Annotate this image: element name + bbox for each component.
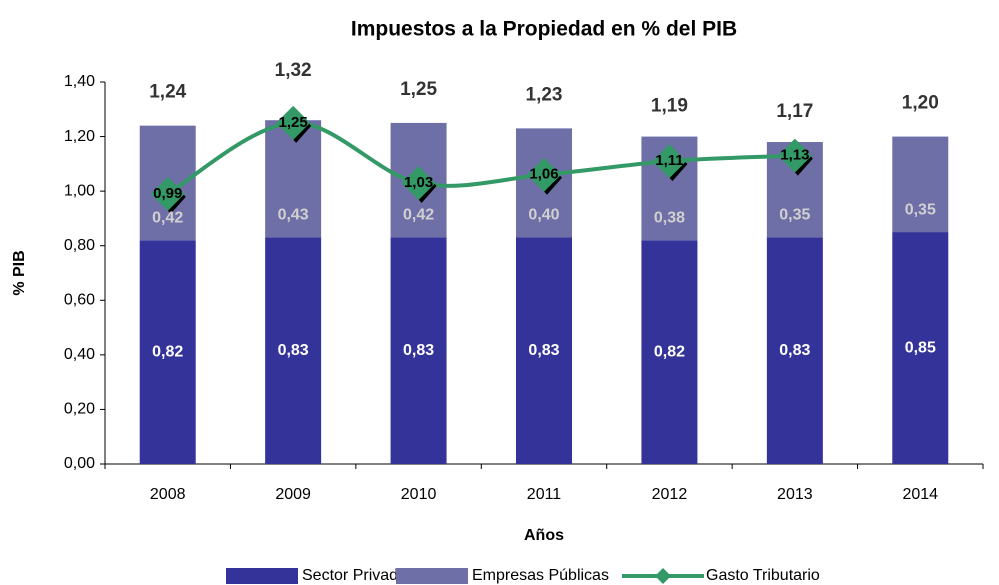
total-label: 1,20 xyxy=(902,93,939,114)
bar xyxy=(516,237,572,464)
total-label: 1,23 xyxy=(526,84,563,105)
data-label: 0,42 xyxy=(152,209,183,226)
total-label: 1,32 xyxy=(275,60,312,81)
data-label: 0,85 xyxy=(905,339,936,356)
x-tick-label: 2014 xyxy=(902,486,938,503)
x-tick-label: 2009 xyxy=(275,486,311,503)
line xyxy=(166,120,795,196)
data-label: 0,43 xyxy=(278,207,309,224)
x-tick-label: 2012 xyxy=(652,486,688,503)
data-label: 0,38 xyxy=(654,209,685,226)
line-label: 1,13 xyxy=(780,147,809,164)
total-label: 1,17 xyxy=(776,101,813,122)
y-tick-label: 0,80 xyxy=(64,237,95,254)
bar xyxy=(892,232,949,464)
y-tick-label: 1,20 xyxy=(64,128,95,145)
data-label: 0,82 xyxy=(152,343,183,360)
line-label: 0,99 xyxy=(153,185,182,202)
data-label: 0,83 xyxy=(528,342,559,359)
legend-marker xyxy=(655,568,671,584)
bar xyxy=(265,237,322,464)
legend-swatch xyxy=(226,568,298,584)
legend-label: Sector Privado xyxy=(302,567,407,584)
y-tick-label: 0,40 xyxy=(64,346,95,363)
bar xyxy=(390,237,447,464)
bar xyxy=(139,240,196,464)
total-label: 1,19 xyxy=(651,95,688,116)
data-label: 0,83 xyxy=(278,342,309,359)
marker xyxy=(150,176,185,211)
line-label: 1,11 xyxy=(655,152,683,169)
data-label: 0,42 xyxy=(403,207,434,224)
data-label: 0,35 xyxy=(779,207,810,224)
x-axis-label: Años xyxy=(524,527,564,544)
legend-label: Gasto Tributario xyxy=(706,567,820,584)
y-tick-label: 0,20 xyxy=(64,401,95,418)
marker xyxy=(777,138,812,173)
data-label: 0,83 xyxy=(779,342,810,359)
x-tick-label: 2011 xyxy=(527,486,562,503)
x-tick-label: 2008 xyxy=(150,486,186,503)
chart-title: Impuestos a la Propiedad en % del PIB xyxy=(351,18,737,41)
x-tick-label: 2013 xyxy=(777,486,813,503)
line-label: 1,03 xyxy=(404,174,433,191)
data-label: 0,82 xyxy=(654,343,685,360)
legend-swatch xyxy=(396,568,468,584)
marker xyxy=(276,105,311,140)
total-label: 1,24 xyxy=(149,82,186,103)
total-label: 1,25 xyxy=(400,79,437,100)
marker xyxy=(652,144,687,179)
marker xyxy=(527,157,561,192)
data-label: 0,35 xyxy=(905,201,936,218)
y-axis-label: % PIB xyxy=(11,250,28,295)
bar xyxy=(641,240,698,464)
data-label: 0,40 xyxy=(528,207,559,224)
y-tick-label: 0,60 xyxy=(64,292,95,309)
y-tick-label: 1,40 xyxy=(64,73,95,90)
marker xyxy=(401,165,436,200)
y-tick-label: 1,00 xyxy=(64,182,95,199)
line-label: 1,06 xyxy=(529,166,558,183)
bar xyxy=(892,136,949,233)
legend-label: Empresas Públicas xyxy=(472,567,609,584)
bar xyxy=(766,237,823,464)
line-label: 1,25 xyxy=(279,114,308,131)
y-tick-label: 0,00 xyxy=(64,455,95,472)
data-label: 0,83 xyxy=(403,342,434,359)
x-tick-label: 2010 xyxy=(401,486,437,503)
